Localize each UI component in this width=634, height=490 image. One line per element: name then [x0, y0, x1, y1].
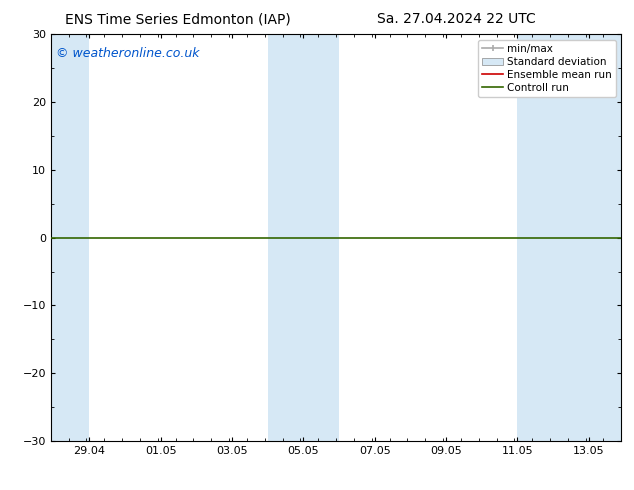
Legend: min/max, Standard deviation, Ensemble mean run, Controll run: min/max, Standard deviation, Ensemble me…	[478, 40, 616, 97]
Bar	[268, 34, 339, 441]
Bar	[51, 34, 89, 441]
Text: ENS Time Series Edmonton (IAP): ENS Time Series Edmonton (IAP)	[65, 12, 290, 26]
Text: Sa. 27.04.2024 22 UTC: Sa. 27.04.2024 22 UTC	[377, 12, 536, 26]
Text: © weatheronline.co.uk: © weatheronline.co.uk	[56, 47, 200, 59]
Bar	[517, 34, 621, 441]
